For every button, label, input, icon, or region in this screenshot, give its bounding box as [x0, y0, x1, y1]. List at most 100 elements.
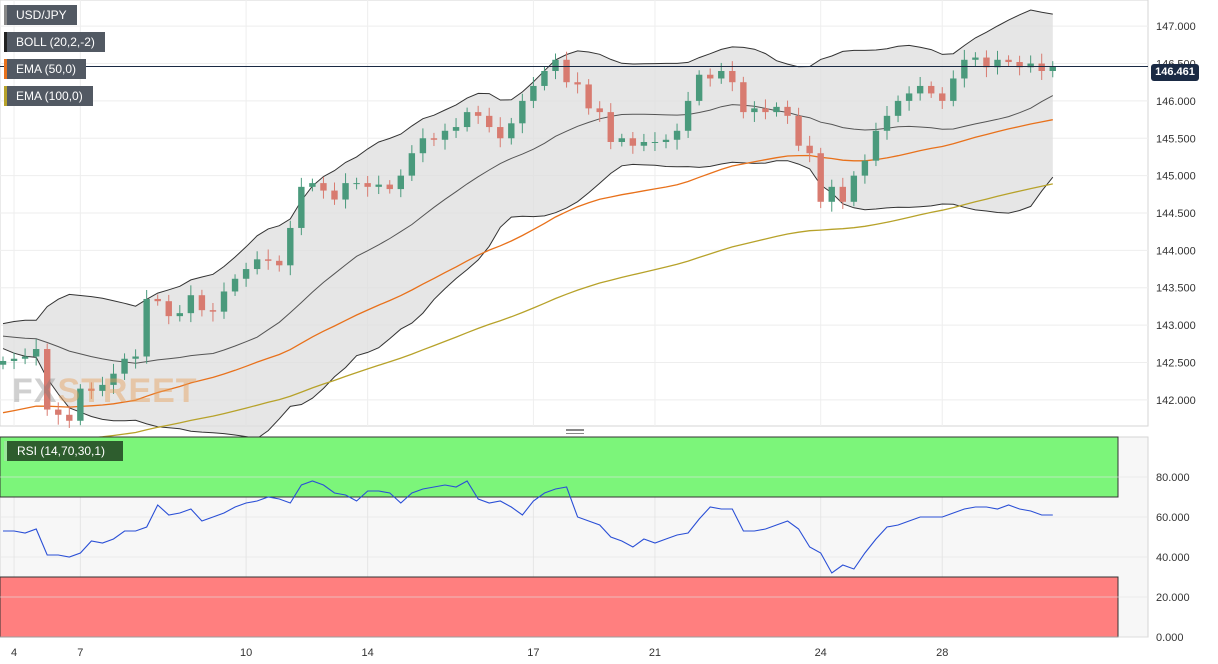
rsi-indicator-tag[interactable]: RSI (14,70,30,1): [4, 441, 124, 461]
date-tick-label: 4: [11, 647, 17, 659]
price-tick-label: 146.000: [1156, 96, 1196, 108]
rsi-tick-label: 60.000: [1156, 512, 1190, 524]
ema50-indicator-tag[interactable]: EMA (50,0): [4, 59, 87, 79]
rsi-tick-label: 0.000: [1156, 632, 1184, 644]
candle-down: [88, 382, 95, 399]
candle-body: [972, 57, 979, 60]
candle-down: [817, 147, 824, 209]
candle-body: [231, 278, 239, 292]
candle-body: [640, 142, 648, 146]
candle-body: [165, 301, 172, 317]
candle-body: [242, 269, 250, 279]
candle-body: [320, 183, 327, 191]
candle-up: [828, 179, 835, 212]
candle-body: [1049, 66, 1056, 71]
candle-body: [287, 227, 294, 266]
candle-body: [452, 127, 460, 131]
candle-body: [486, 115, 493, 128]
candle-body: [0, 360, 7, 365]
date-tick-label: 10: [240, 647, 252, 659]
candle-body: [629, 138, 637, 146]
candle-body: [574, 82, 581, 85]
candle-up: [253, 251, 261, 275]
ema100-indicator-tag[interactable]: EMA (100,0): [4, 86, 93, 106]
candle-body: [55, 409, 62, 415]
candle-body: [408, 153, 416, 176]
candle-body: [541, 71, 548, 86]
candle-up: [10, 352, 18, 370]
candle-body: [552, 59, 559, 71]
candlesticks: [0, 49, 1056, 428]
bollinger-bands: [2, 9, 1054, 440]
candle-body: [121, 358, 128, 374]
panel-resize-handle: [566, 429, 584, 431]
symbol-tag[interactable]: USD/JPY: [4, 5, 77, 25]
price-tick-label: 145.000: [1156, 171, 1196, 183]
candle-body: [950, 78, 957, 101]
ema100-line: [2, 183, 1053, 448]
candle-up: [397, 169, 404, 198]
candle-body: [894, 100, 902, 116]
candle-down: [44, 343, 51, 416]
candle-body: [77, 388, 84, 421]
candle-up: [673, 123, 681, 150]
candle-body: [850, 175, 858, 202]
candle-body: [44, 349, 51, 410]
candle-body: [519, 100, 526, 124]
candle-up: [872, 122, 880, 167]
candle-body: [187, 295, 195, 314]
price-tick-label: 143.000: [1156, 320, 1196, 332]
candle-body: [773, 106, 780, 113]
bollinger-lower-line: [2, 160, 1054, 440]
candle-body: [861, 160, 869, 176]
candle-down: [265, 249, 272, 270]
panel-resize-handle-line: [566, 433, 584, 434]
price-tick-label: 142.500: [1156, 357, 1196, 369]
candle-body: [1016, 62, 1023, 68]
candle-down: [707, 68, 714, 87]
last-price-badge: 146.461: [1151, 64, 1199, 81]
rsi-tick-label: 80.000: [1156, 472, 1190, 484]
candle-body: [983, 57, 990, 68]
candle-up: [883, 105, 891, 140]
candle-body: [419, 138, 427, 154]
date-tick-label: 14: [362, 647, 374, 659]
date-tick-label: 24: [815, 647, 827, 659]
candle-body: [939, 93, 946, 101]
candle-up: [21, 348, 29, 365]
candle-body: [309, 183, 316, 187]
rsi-panel: [0, 436, 1148, 638]
candle-body: [21, 356, 29, 359]
candle-body: [607, 112, 614, 142]
candle-body: [817, 153, 824, 202]
candle-up: [110, 363, 117, 394]
candle-down: [839, 177, 846, 209]
candle-up: [99, 376, 106, 397]
candle-body: [961, 59, 968, 79]
candle-down: [497, 117, 504, 148]
candle-up: [176, 305, 183, 322]
candle-body: [253, 259, 261, 270]
boll-indicator-tag[interactable]: BOLL (20,2,-2): [4, 32, 105, 52]
candle-body: [497, 127, 504, 139]
candle-body: [143, 298, 150, 357]
candle-up: [1027, 55, 1034, 73]
candle-up: [972, 52, 979, 67]
price-tick-label: 147.000: [1156, 21, 1196, 33]
rsi-tick-label: 40.000: [1156, 552, 1190, 564]
candle-down: [795, 107, 802, 152]
candle-body: [209, 310, 217, 312]
candle-body: [784, 106, 791, 116]
candle-up: [751, 101, 758, 122]
candle-body: [32, 349, 40, 357]
candle-up: [342, 173, 349, 209]
candle-up: [519, 93, 526, 134]
candle-body: [530, 85, 537, 101]
rsi-tick-label: 20.000: [1156, 592, 1190, 604]
candle-body: [618, 138, 625, 142]
candle-body: [872, 130, 880, 161]
candle-up: [695, 70, 703, 106]
candle-down: [386, 180, 393, 194]
candle-up: [508, 117, 515, 145]
